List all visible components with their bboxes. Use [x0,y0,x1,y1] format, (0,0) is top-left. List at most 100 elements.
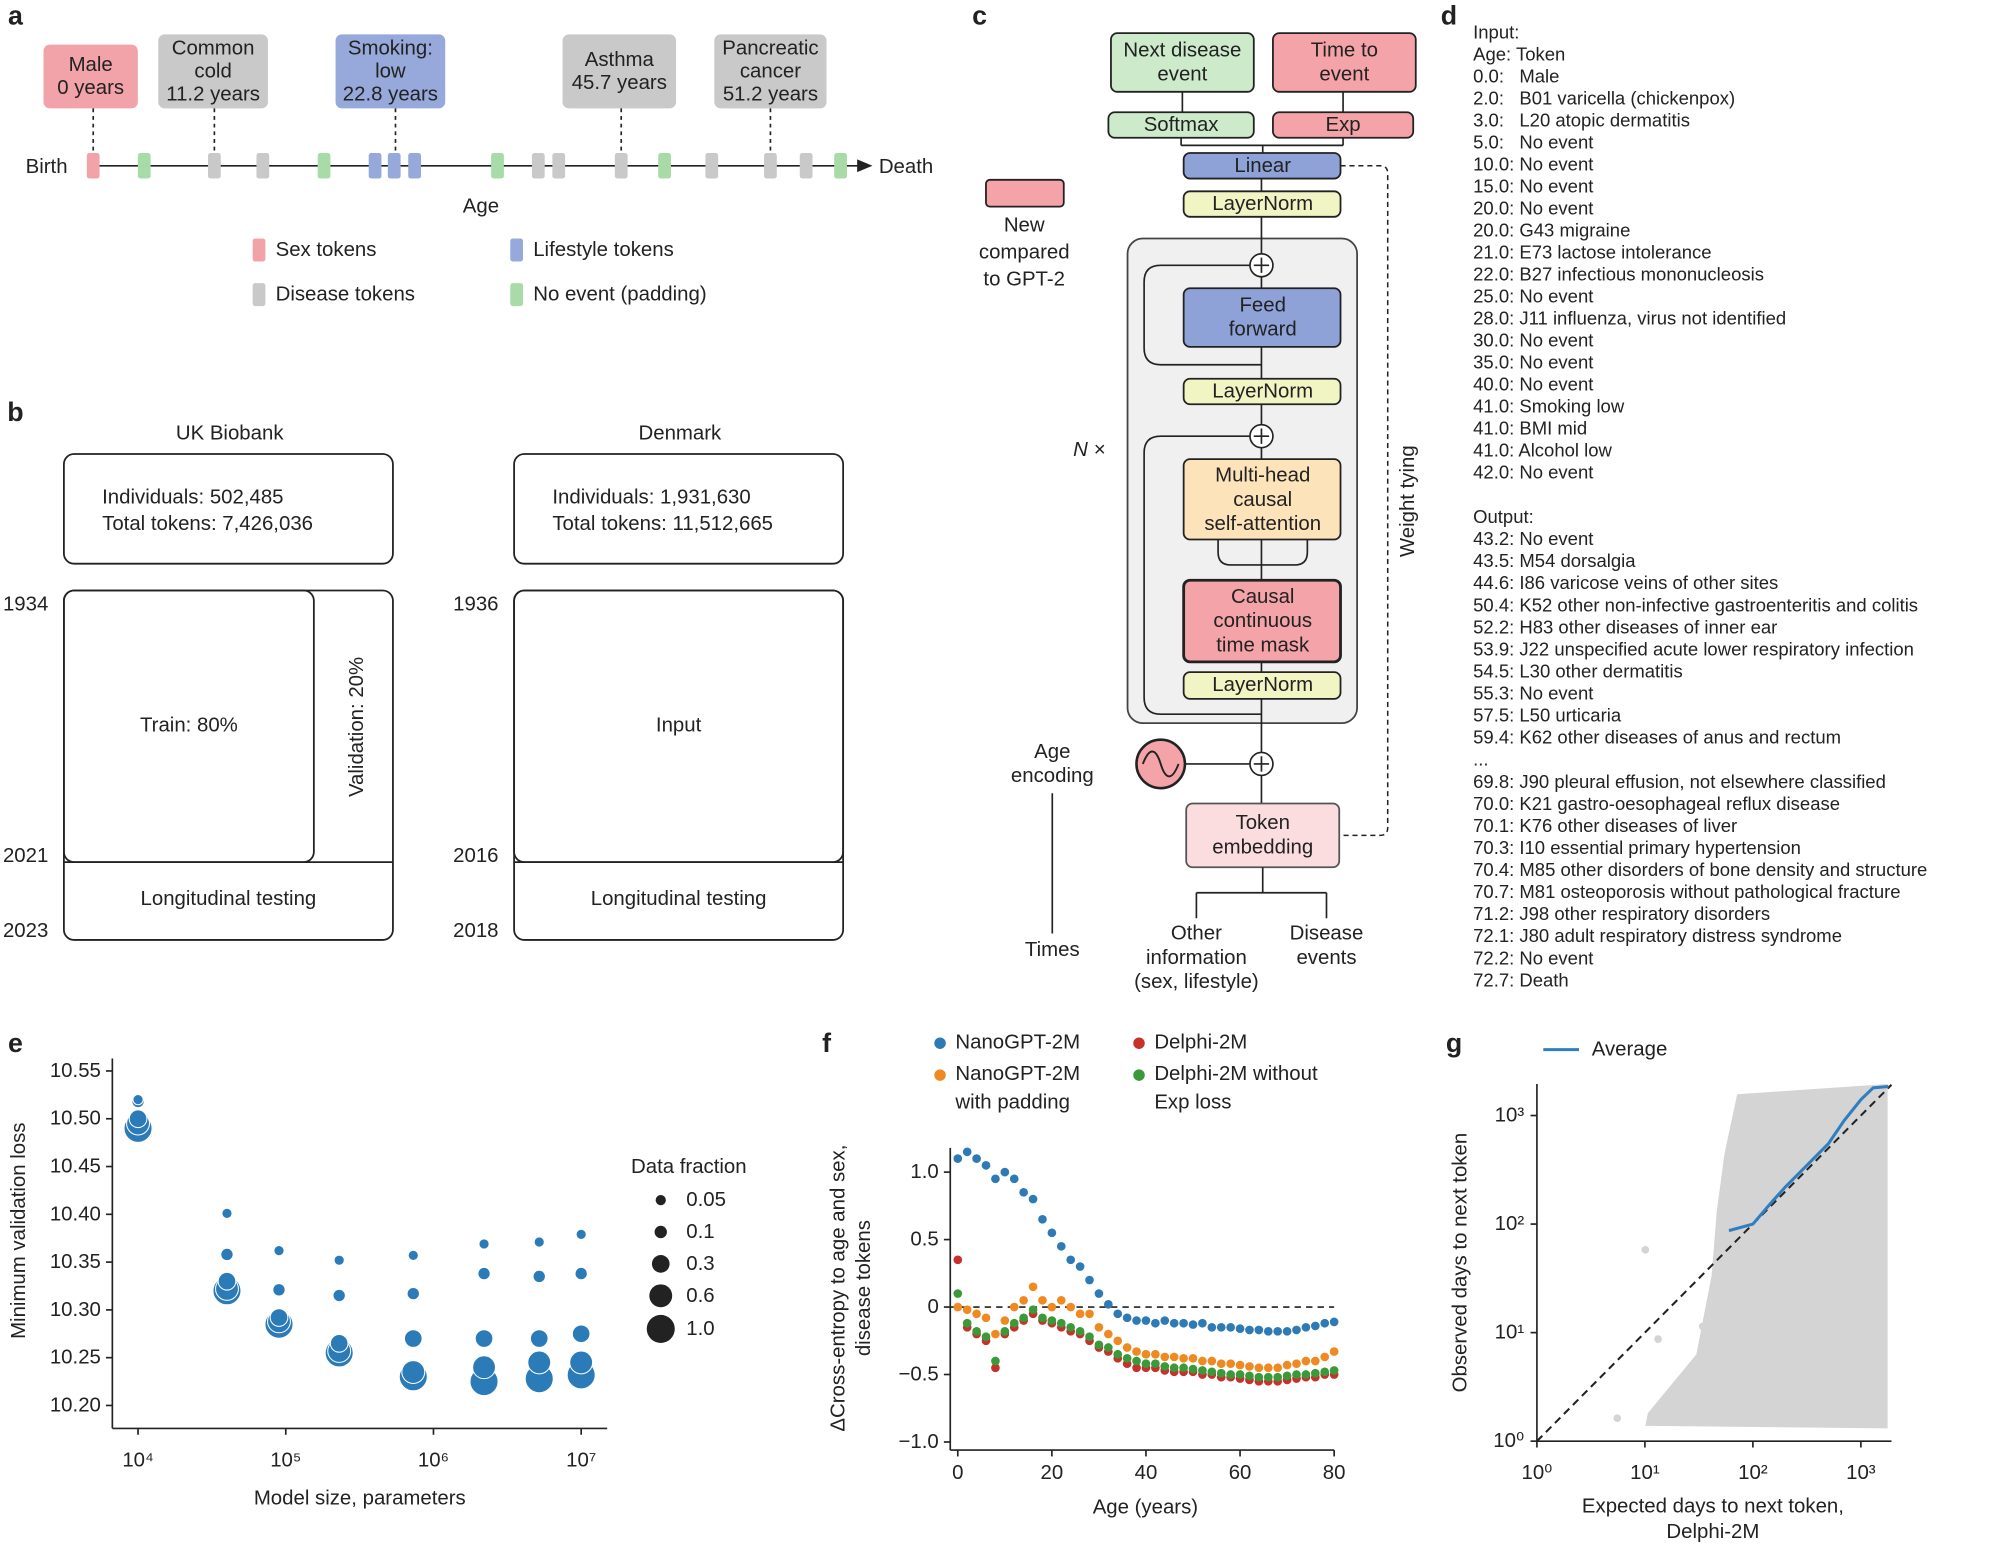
x-tick-label: 10⁰ [1521,1462,1552,1484]
point [1103,1300,1113,1309]
head-label: Softmax [1144,114,1219,136]
point [1132,1356,1141,1366]
x-tick-label: 10⁶ [418,1449,449,1471]
x-tick-label: 10¹ [1630,1462,1660,1484]
feedforward-label: Feed [1239,294,1285,316]
timeline-arrow [857,159,873,173]
output-box [1272,32,1417,93]
x-tick-label: 10³ [1846,1462,1876,1484]
cohort-box [513,453,845,565]
point [972,1154,981,1163]
input-label: Input [656,715,702,737]
callout-text: Pancreatic [722,37,818,59]
sequence-line: 69.8: J90 pleural effusion, not elsewher… [1473,771,1886,792]
token [387,153,401,179]
bubble [220,1247,234,1262]
input-label: Times [1025,939,1080,961]
point [1235,1324,1245,1333]
bubble [332,1288,346,1303]
timeline-end: Death [879,156,933,178]
year-label: 2023 [3,920,48,942]
point [972,1326,981,1336]
callout-text: Smoking: [348,37,433,59]
point [991,1174,1000,1184]
input-label: (sex, lifestyle) [1134,971,1259,993]
mask-label: Causal [1231,586,1294,608]
legend-label: Average [1592,1039,1668,1061]
new-legend-swatch [985,178,1065,208]
cloud-dot [1698,1322,1707,1331]
embedding-label: Token [1236,812,1290,834]
bubble [474,1329,494,1348]
bubble [477,1266,491,1281]
sequence-line: 53.9: J22 unspecified acute lower respir… [1473,638,1914,659]
callout-text: Male [69,54,113,76]
output-box [1110,32,1255,93]
point [1009,1318,1019,1328]
head-label: Exp [1325,114,1360,136]
sequence-line: 70.4: M85 other disorders of bone densit… [1473,859,1927,880]
train-box [63,589,315,864]
callout-text: 45.7 years [572,72,667,94]
point [1245,1362,1254,1371]
output-label: event [1157,64,1207,86]
input-box [513,589,845,864]
point [1235,1370,1245,1379]
sequence-line: 28.0: J11 influenza, virus not identifie… [1473,307,1786,328]
point [1282,1371,1292,1381]
sequence-line: 70.3: I10 essential primary hypertension [1473,837,1801,858]
callout-text: 11.2 years [166,83,260,105]
sequence-line: 72.1: J80 adult respiratory distress syn… [1473,925,1842,946]
point [1273,1363,1283,1373]
legend-label: 1.0 [686,1318,714,1340]
legend-label-box: Delphi-2M [1154,1032,1247,1054]
point [1188,1320,1198,1329]
point [1132,1347,1141,1356]
sequence-line: ... [1473,749,1488,770]
point [1320,1367,1330,1377]
legend-label: 0.1 [686,1221,714,1243]
point [1254,1363,1264,1373]
layernorm-box [1182,190,1342,218]
point [1216,1359,1226,1369]
point [1301,1322,1311,1332]
point [1226,1370,1235,1379]
token [208,153,221,179]
legend-label: Disease tokens [276,284,415,306]
sequence-line: 41.0: Alcohol low [1473,439,1612,460]
add-sign [1253,428,1270,444]
point [1198,1366,1207,1375]
point [1292,1370,1301,1379]
sequence-line: 43.5: M54 dorsalgia [1473,550,1636,571]
point [953,1255,963,1265]
token [137,153,151,179]
cohort-title: Denmark [639,423,723,445]
sequence-line: 10.0: No event [1473,153,1593,174]
x-tick-label: 10² [1738,1462,1768,1484]
series-line [1728,1085,1889,1233]
y-tick-label: 10.20 [50,1394,101,1416]
residual [1143,264,1262,366]
layernorm-box [1182,671,1342,700]
point [1310,1321,1320,1331]
y-axis-label: Observed days to next token [1449,1133,1471,1393]
legend-marker [1133,1069,1145,1081]
legend-bubble [646,1314,675,1343]
age-encoding-label: Age [1034,741,1070,763]
cohort-individuals: Individuals: 1,931,630 [552,486,750,508]
callout-text: Asthma [585,49,655,71]
point [1179,1363,1188,1373]
embedding-label: embedding [1212,836,1313,858]
residual [1143,435,1262,716]
attention-loop [1217,539,1309,566]
point [1226,1322,1235,1332]
head-box [1107,111,1255,139]
sequence-line: 42.0: No event [1473,461,1593,482]
bubble [272,1283,286,1297]
token [86,153,100,179]
sequence-line: Output: [1473,506,1534,527]
legend-bubble [654,1225,667,1239]
point [1207,1322,1217,1332]
y-axis-label-box: ΔCross-entropy to age and sex, disease t… [828,1145,875,1432]
x-tick-label: 40 [1135,1462,1158,1484]
